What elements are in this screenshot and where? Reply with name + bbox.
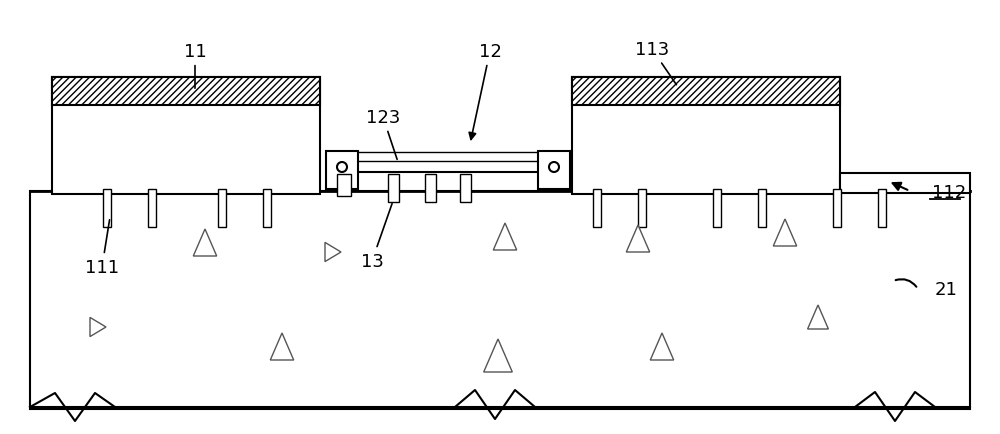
Bar [593, 190, 601, 227]
Bar [103, 190, 111, 227]
Bar [638, 190, 646, 227]
Text: 11: 11 [184, 43, 206, 89]
Text: 13: 13 [361, 204, 392, 270]
Text: 21: 21 [935, 280, 958, 298]
Bar [148, 190, 156, 227]
Polygon shape [808, 305, 828, 329]
Polygon shape [626, 226, 650, 253]
Bar [460, 174, 471, 203]
Bar [758, 190, 766, 227]
Bar [878, 190, 886, 227]
Polygon shape [193, 230, 217, 256]
Polygon shape [773, 220, 797, 247]
Circle shape [549, 163, 559, 173]
Bar [218, 190, 226, 227]
Polygon shape [90, 318, 106, 337]
Bar [840, 174, 970, 194]
Polygon shape [270, 333, 294, 360]
Bar [52, 78, 320, 106]
Bar [538, 151, 570, 190]
Polygon shape [493, 224, 517, 250]
Text: 12: 12 [469, 43, 501, 140]
Text: 111: 111 [85, 220, 119, 276]
Text: 113: 113 [635, 41, 676, 85]
Bar [352, 153, 544, 161]
Bar [337, 174, 351, 197]
Bar [572, 78, 840, 194]
Bar [833, 190, 841, 227]
Text: 112: 112 [932, 184, 966, 201]
Bar [52, 78, 320, 194]
Bar [326, 151, 358, 190]
Bar [388, 174, 399, 203]
Bar [263, 190, 271, 227]
Polygon shape [484, 339, 512, 372]
Bar [352, 160, 544, 173]
Polygon shape [325, 243, 341, 262]
Bar [713, 190, 721, 227]
Text: 123: 123 [366, 109, 400, 160]
Bar [572, 78, 840, 106]
Bar [30, 191, 970, 409]
Circle shape [337, 163, 347, 173]
Polygon shape [650, 333, 674, 360]
Bar [425, 174, 436, 203]
